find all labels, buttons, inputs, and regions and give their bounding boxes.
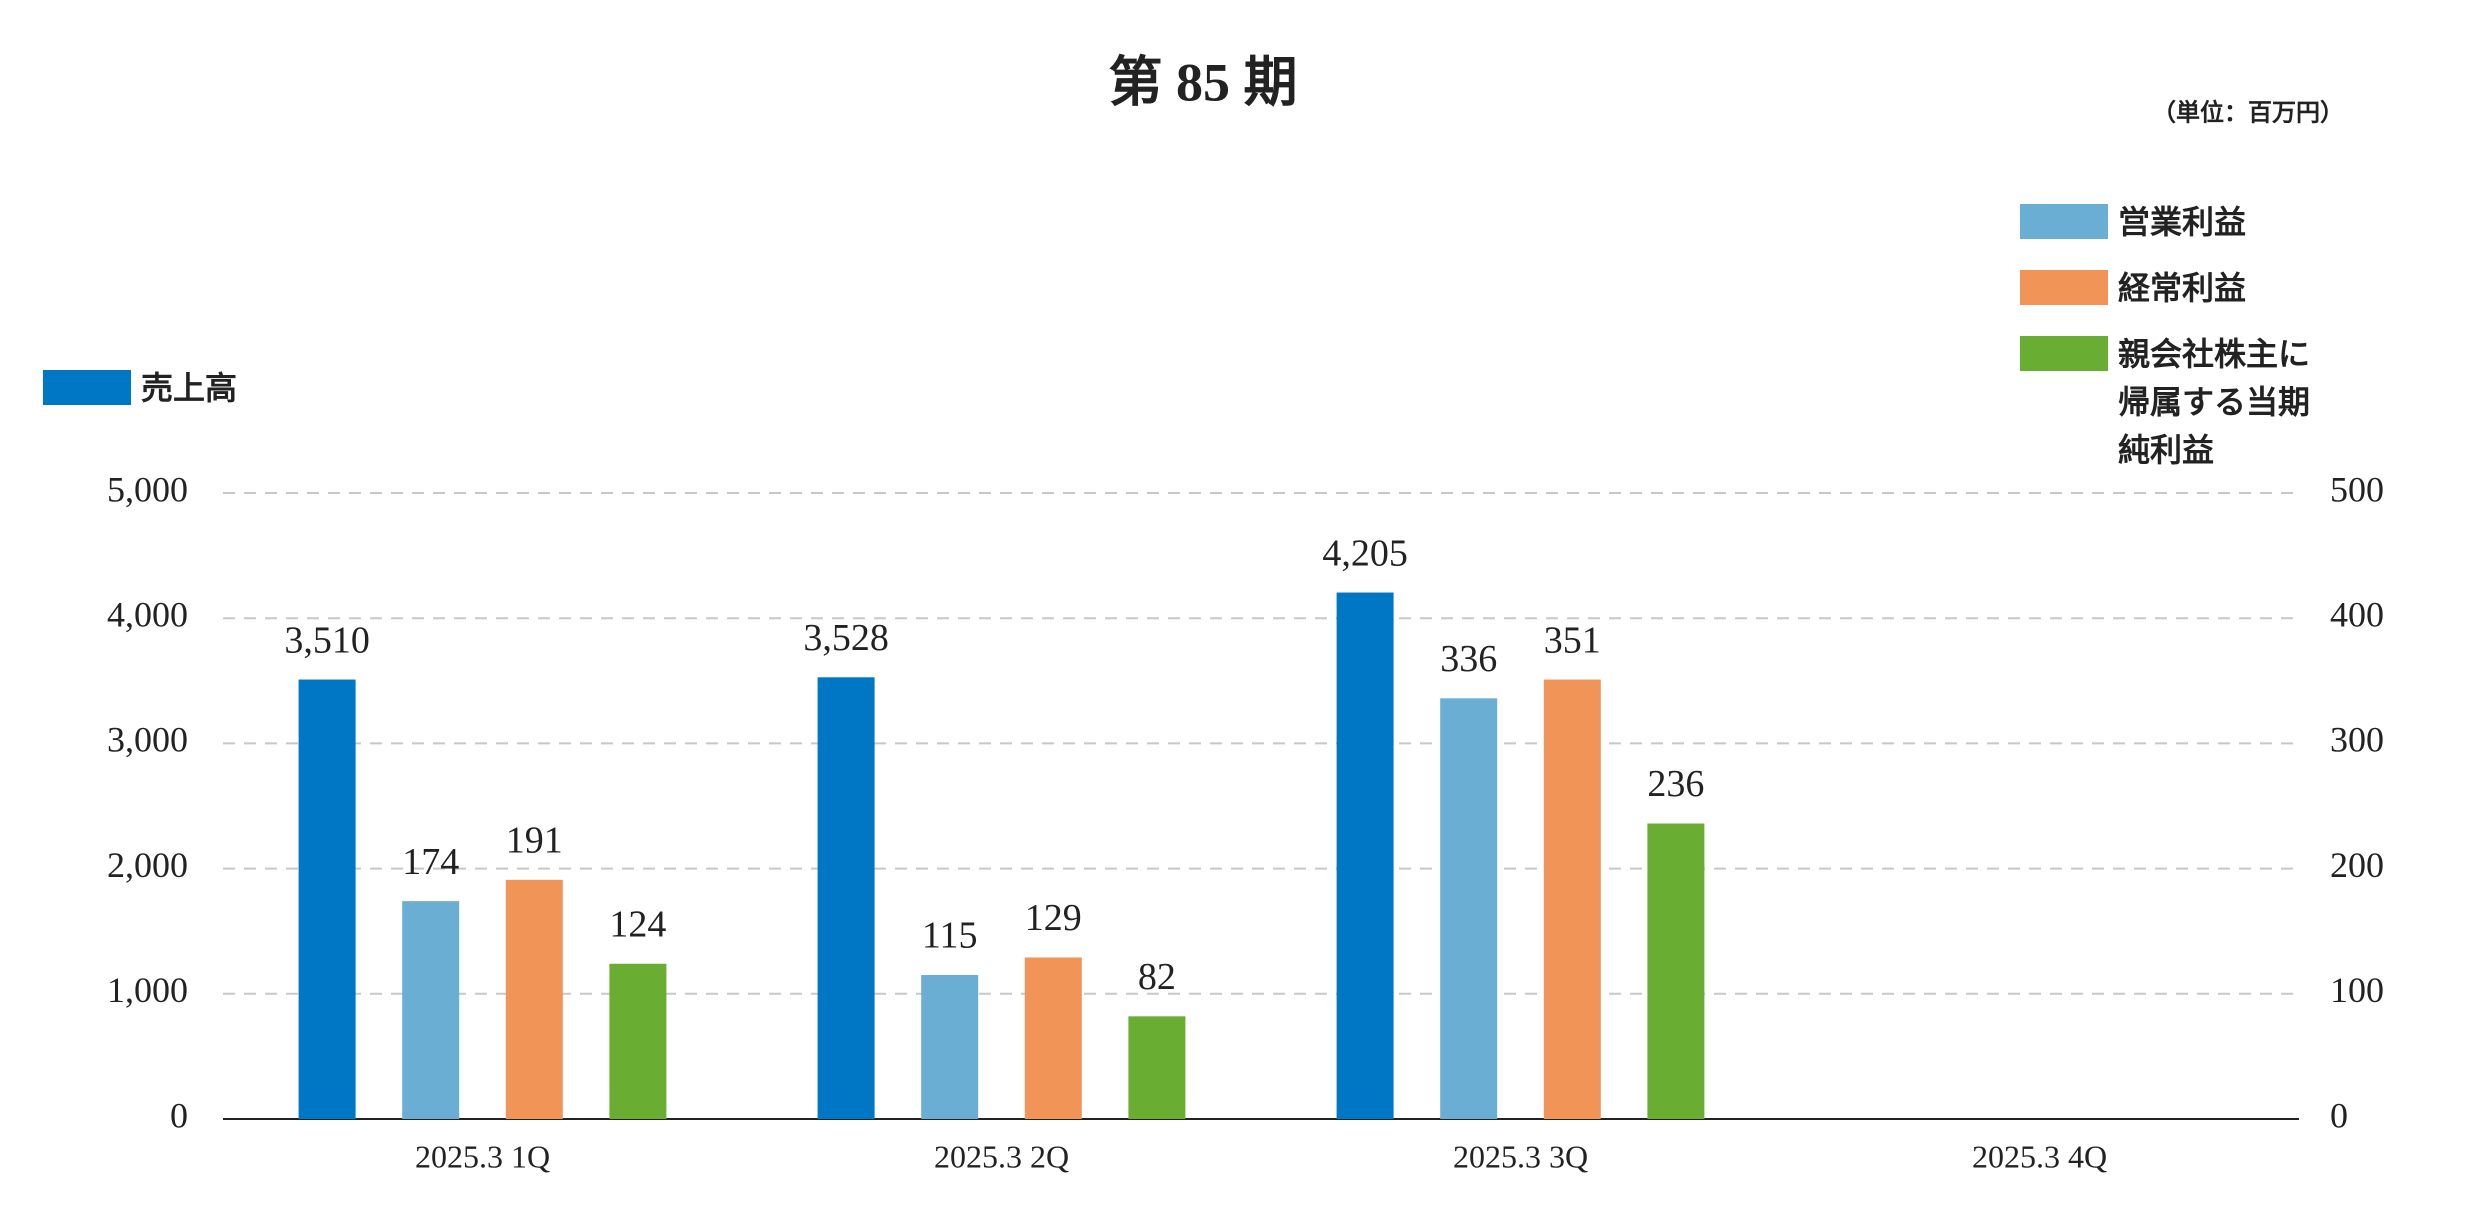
y-tick-label: 4,000 [107, 594, 188, 634]
legend-label: 経常利益 [2118, 269, 2247, 307]
bar [1128, 1016, 1186, 1119]
y2-tick-label: 300 [2330, 720, 2384, 760]
value-label: 3,510 [284, 619, 370, 661]
y-tick-label: 5,000 [107, 469, 188, 509]
bar [921, 975, 979, 1119]
y2-tick-label: 0 [2330, 1095, 2348, 1135]
value-label: 129 [1025, 897, 1082, 939]
legend-swatch [2020, 336, 2108, 371]
legend-swatch [43, 370, 131, 405]
value-label: 82 [1138, 956, 1176, 998]
x-tick-label: 2025.3 4Q [1972, 1138, 2107, 1174]
legend-label: 営業利益 [2118, 203, 2247, 241]
value-label: 191 [506, 820, 563, 862]
legend-item: 親会社株主に帰属する当期純利益 [2020, 335, 2318, 474]
y2-tick-label: 400 [2330, 594, 2384, 634]
legend-item: 売上高 [43, 369, 471, 412]
legend-label: 売上高 [141, 369, 238, 407]
legend-item: 経常利益 [2020, 269, 2318, 312]
y-tick-label: 1,000 [107, 970, 188, 1010]
unit-label: （単位：百万円） [2152, 99, 2344, 127]
x-tick-label: 2025.3 2Q [934, 1138, 1069, 1174]
value-label: 236 [1647, 763, 1704, 805]
value-label: 174 [402, 841, 459, 883]
y-tick-label: 2,000 [107, 845, 188, 885]
legend-swatch [2020, 204, 2108, 239]
value-label: 4,205 [1322, 532, 1408, 574]
chart-title: 第 85 期 [1109, 52, 1298, 112]
legend-swatch [2020, 270, 2108, 305]
x-tick-label: 2025.3 3Q [1453, 1138, 1588, 1174]
y-tick-label: 3,000 [107, 720, 188, 760]
value-label: 124 [609, 903, 666, 945]
value-label: 336 [1440, 638, 1497, 680]
legend-label: 親会社株主に帰属する当期純利益 [2118, 335, 2311, 469]
bar [402, 901, 460, 1119]
y-tick-label: 0 [170, 1095, 188, 1135]
value-label: 115 [922, 915, 978, 957]
bar [505, 879, 563, 1119]
x-tick-label: 2025.3 1Q [415, 1138, 550, 1174]
bar [298, 679, 356, 1119]
bar [609, 963, 667, 1119]
value-label: 351 [1544, 619, 1601, 661]
bar [1543, 679, 1601, 1119]
bar [1440, 698, 1498, 1119]
bar [1024, 957, 1082, 1119]
value-label: 3,528 [803, 617, 889, 659]
y2-tick-label: 500 [2330, 469, 2384, 509]
y2-tick-label: 100 [2330, 970, 2384, 1010]
bar [817, 677, 875, 1119]
legend-item: 営業利益 [2020, 203, 2318, 246]
bar [1336, 592, 1394, 1119]
y2-tick-label: 200 [2330, 845, 2384, 885]
bar [1647, 823, 1705, 1119]
